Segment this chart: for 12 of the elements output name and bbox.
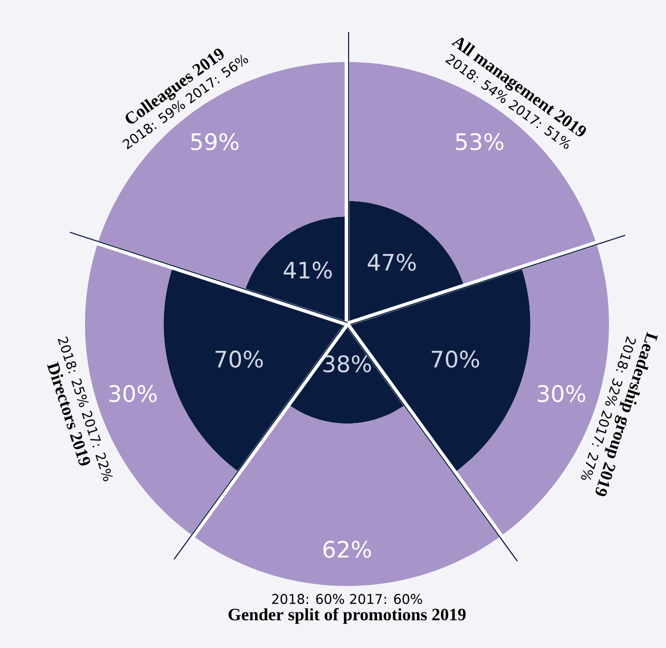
data-label: 70%	[432, 350, 480, 368]
data-label: 30%	[109, 385, 157, 402]
data-label: 70%	[216, 350, 263, 368]
data-label: 47%	[368, 254, 416, 271]
category-label: Gender split of promotions 2019	[228, 608, 466, 624]
data-label: 41%	[284, 262, 332, 279]
data-label: 59%	[191, 133, 238, 150]
data-label: 53%	[456, 133, 504, 150]
text: 2018: 60% 2017: 60%	[272, 594, 422, 604]
data-label: 62%	[323, 540, 371, 558]
data-label: 30%	[538, 385, 586, 402]
data-label: 38%	[324, 355, 371, 372]
